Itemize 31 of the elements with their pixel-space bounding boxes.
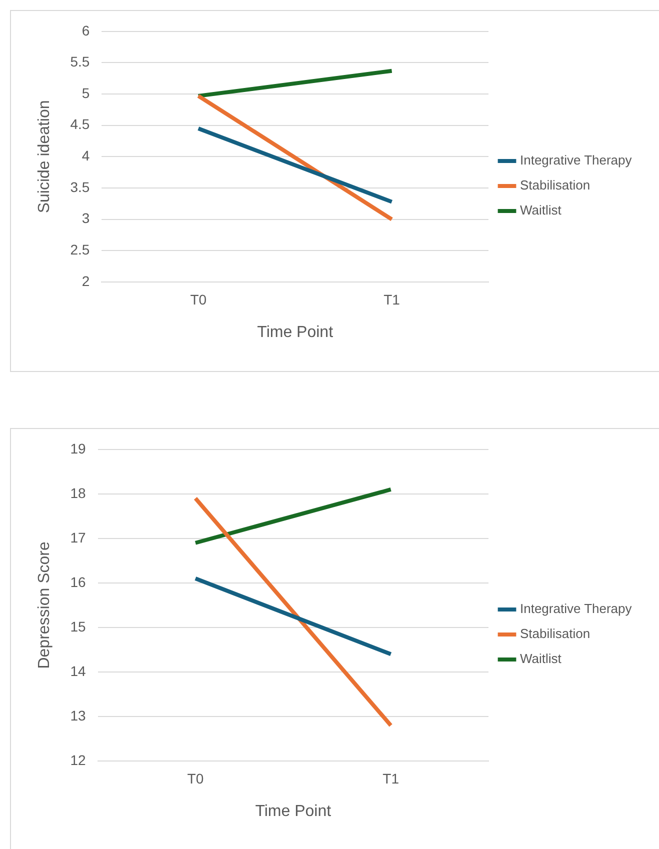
y-tick-label: 18 — [70, 484, 86, 501]
y-tick-label: 16 — [70, 574, 86, 590]
y-axis-title: Depression Score — [36, 542, 54, 669]
x-tick-label: T0 — [187, 770, 204, 786]
y-tick-label: 13 — [70, 707, 86, 724]
x-tick-label: T1 — [384, 291, 400, 308]
legend-label: Stabilisation — [520, 178, 590, 193]
legend-label: Integrative Therapy — [520, 601, 632, 616]
y-tick-label: 5 — [82, 84, 90, 101]
y-tick-label: 17 — [70, 529, 86, 546]
x-axis-title: Time Point — [257, 324, 334, 341]
y-tick-label: 12 — [70, 752, 86, 768]
legend-label: Integrative Therapy — [520, 152, 632, 168]
y-tick-label: 3.5 — [70, 178, 90, 195]
legend-label: Waitlist — [520, 202, 562, 218]
y-tick-label: 5.5 — [70, 54, 90, 70]
y-tick-label: 3 — [82, 210, 90, 226]
y-tick-label: 4 — [82, 148, 90, 164]
y-tick-label: 19 — [70, 440, 86, 456]
legend-label: Stabilisation — [520, 626, 590, 642]
x-tick-label: T0 — [190, 291, 207, 308]
y-tick-label: 2.5 — [70, 242, 90, 258]
y-tick-label: 14 — [70, 662, 86, 679]
y-tick-label: 15 — [70, 618, 86, 634]
legend-label: Waitlist — [520, 651, 562, 666]
y-tick-label: 4.5 — [70, 116, 90, 132]
x-tick-label: T1 — [382, 770, 400, 786]
y-tick-label: 6 — [82, 22, 90, 38]
x-axis-title: Time Point — [255, 802, 332, 820]
y-tick-label: 2 — [82, 272, 90, 289]
y-axis-title: Suicide ideation — [36, 100, 54, 214]
